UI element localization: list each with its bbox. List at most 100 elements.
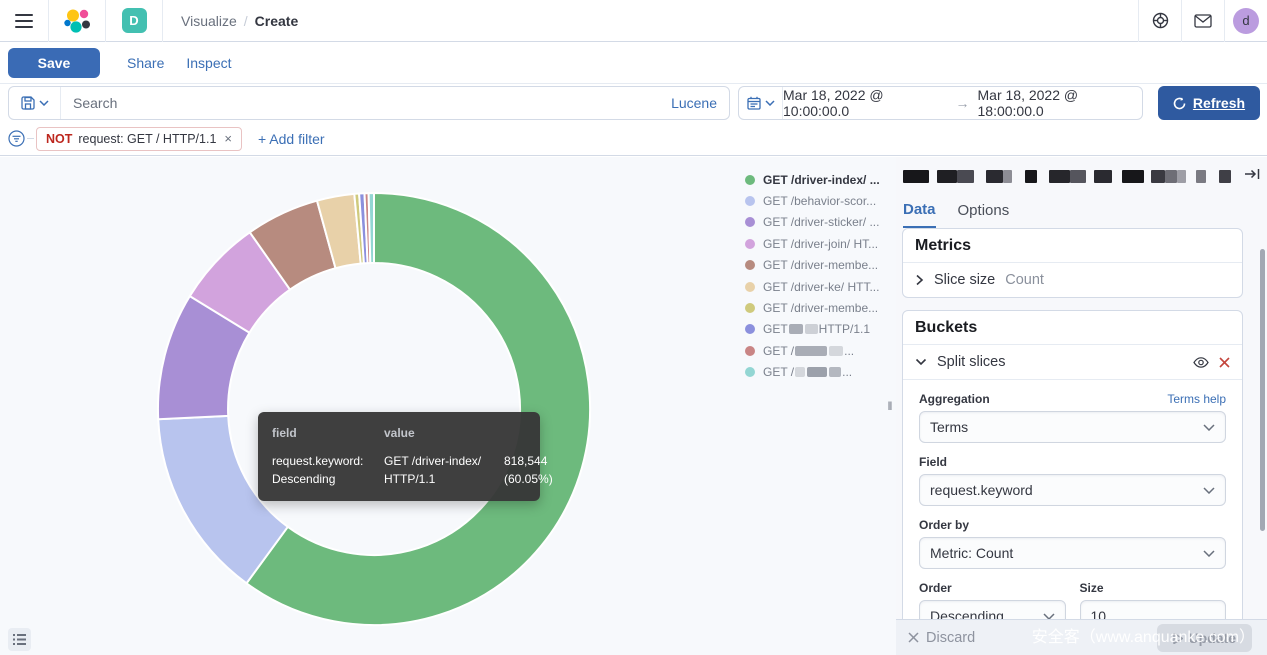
- elastic-logo-icon[interactable]: [49, 0, 105, 42]
- legend-item[interactable]: GET HTTP/1.1: [745, 319, 880, 340]
- legend-item[interactable]: GET / ...: [745, 340, 880, 361]
- legend-item[interactable]: GET /driver-ke/ HTT...: [745, 276, 880, 297]
- redacted-block: [957, 170, 974, 183]
- legend-item[interactable]: GET /driver-index/ ...: [745, 169, 880, 190]
- query-language-toggle[interactable]: Lucene: [671, 95, 717, 111]
- chevron-right-icon: [916, 274, 924, 286]
- split-slices-label: Split slices: [937, 354, 1006, 370]
- legend-label: GET /driver-sticker/ ...: [763, 215, 880, 230]
- legend-item[interactable]: GET /driver-membe...: [745, 297, 880, 318]
- filter-divider: [27, 138, 34, 139]
- search-input[interactable]: Search Lucene: [61, 87, 729, 119]
- space-switcher[interactable]: D: [106, 0, 162, 42]
- tooltip-count: 818,544 (60.05%): [504, 453, 553, 487]
- legend-item[interactable]: GET /driver-join/ HT...: [745, 233, 880, 254]
- terms-help-link[interactable]: Terms help: [1167, 392, 1226, 406]
- top-header: D Visualize / Create: [0, 0, 1267, 42]
- redacted-block: [1012, 170, 1025, 183]
- vis-editor-panel: Data Options Metrics Slice size Count Bu…: [896, 157, 1267, 655]
- filter-negate: NOT: [46, 131, 73, 146]
- aggregation-select[interactable]: Terms: [919, 411, 1226, 443]
- search-placeholder: Search: [73, 95, 118, 111]
- mail-icon[interactable]: [1182, 0, 1224, 42]
- tooltip-field-header: field: [272, 426, 297, 440]
- refresh-icon: [1173, 97, 1186, 109]
- filter-pill[interactable]: NOT request: GET / HTTP/1.1 ×: [36, 126, 242, 151]
- field-select[interactable]: request.keyword: [919, 474, 1226, 506]
- legend-toggle-button[interactable]: [8, 628, 31, 651]
- discard-x-icon: [908, 632, 919, 643]
- chart-legend: GET /driver-index/ ... GET /behavior-scor…: [745, 169, 880, 383]
- query-bar: Search Lucene Mar 18, 2022 @ 10:00:00.0 …: [0, 84, 1267, 122]
- tab-options[interactable]: Options: [958, 201, 1010, 228]
- pie-slice[interactable]: [245, 191, 592, 626]
- chevron-down-icon: [1203, 549, 1215, 557]
- redacted-block: [1037, 170, 1049, 183]
- delete-x-icon: [1219, 356, 1230, 368]
- collapse-panel-icon[interactable]: [1244, 167, 1260, 184]
- inspect-button[interactable]: Inspect: [186, 55, 232, 71]
- refresh-button[interactable]: Refresh: [1158, 86, 1260, 120]
- date-from[interactable]: Mar 18, 2022 @ 10:00:00.0: [783, 87, 884, 119]
- chevron-down-icon: [38, 100, 49, 106]
- terms-form: Aggregation Terms help Terms Field reque…: [903, 380, 1242, 648]
- header-divider: [105, 0, 106, 42]
- saved-query-menu[interactable]: [9, 87, 61, 119]
- redacted-block: [1049, 170, 1070, 183]
- size-label: Size: [1079, 581, 1104, 595]
- date-quick-menu[interactable]: [739, 87, 783, 119]
- chevron-down-icon: [915, 358, 927, 366]
- panel-scrollbar[interactable]: [1260, 249, 1265, 531]
- user-menu[interactable]: d: [1225, 0, 1267, 42]
- legend-label: GET /driver-index/ ...: [763, 172, 880, 187]
- date-picker: Mar 18, 2022 @ 10:00:00.0 → Mar 18, 2022…: [738, 86, 1143, 120]
- legend-item[interactable]: GET /driver-membe...: [745, 255, 880, 276]
- save-button[interactable]: Save: [8, 48, 100, 78]
- redacted-block: [807, 367, 828, 378]
- redacted-block: [1206, 170, 1219, 183]
- delete-bucket-button[interactable]: [1219, 356, 1230, 368]
- save-query-icon: [20, 96, 35, 110]
- legend-label: GET /driver-join/ HT...: [763, 236, 879, 251]
- chevron-down-icon: [1203, 423, 1215, 431]
- filter-set-icon[interactable]: [8, 130, 25, 147]
- legend-item[interactable]: GET /driver-sticker/ ...: [745, 212, 880, 233]
- main-content: field value request.keyword: Descending …: [0, 157, 1267, 655]
- help-icon[interactable]: [1139, 0, 1181, 42]
- split-slices-accordion[interactable]: Split slices: [903, 345, 1242, 379]
- chart-area: field value request.keyword: Descending …: [0, 157, 884, 655]
- discard-button[interactable]: Discard: [908, 630, 975, 646]
- share-button[interactable]: Share: [127, 55, 165, 71]
- field-label: Field: [919, 455, 948, 469]
- update-button[interactable]: Update: [1156, 624, 1252, 652]
- menu-icon[interactable]: [0, 0, 48, 42]
- redacted-block: [829, 367, 842, 378]
- legend-item[interactable]: GET /behavior-scor...: [745, 190, 880, 211]
- index-pattern-redacted: [903, 170, 1231, 183]
- donut-chart: [156, 191, 592, 626]
- legend-item[interactable]: GET / ...: [745, 362, 880, 383]
- breadcrumb-visualize[interactable]: Visualize: [181, 12, 237, 29]
- pie-slice[interactable]: [367, 191, 375, 265]
- toggle-visibility-button[interactable]: [1193, 356, 1209, 368]
- legend-swatch-icon: [745, 238, 755, 249]
- redacted-block: [1219, 170, 1231, 183]
- order-by-select[interactable]: Metric: Count: [919, 537, 1226, 569]
- visualize-toolbar: Save Share Inspect: [0, 43, 1267, 84]
- date-to[interactable]: Mar 18, 2022 @ 18:00:00.0: [977, 87, 1079, 119]
- redacted-block: [1144, 170, 1151, 183]
- redacted-block: [937, 170, 957, 183]
- tab-data[interactable]: Data: [903, 201, 936, 228]
- remove-filter-icon[interactable]: ×: [224, 131, 232, 146]
- aggregation-label: Aggregation: [919, 392, 990, 406]
- redacted-block: [1196, 170, 1206, 183]
- redacted-block: [1151, 170, 1165, 183]
- add-filter-button[interactable]: + Add filter: [258, 130, 325, 147]
- redacted-block: [986, 170, 1003, 183]
- panel-resizer[interactable]: ‖: [884, 157, 896, 655]
- slice-size-accordion[interactable]: Slice size Count: [903, 263, 1242, 297]
- breadcrumb: Visualize / Create: [163, 13, 316, 29]
- legend-label: GET /driver-membe...: [763, 301, 879, 316]
- tooltip-value: GET /driver-index/ HTTP/1.1: [384, 453, 482, 487]
